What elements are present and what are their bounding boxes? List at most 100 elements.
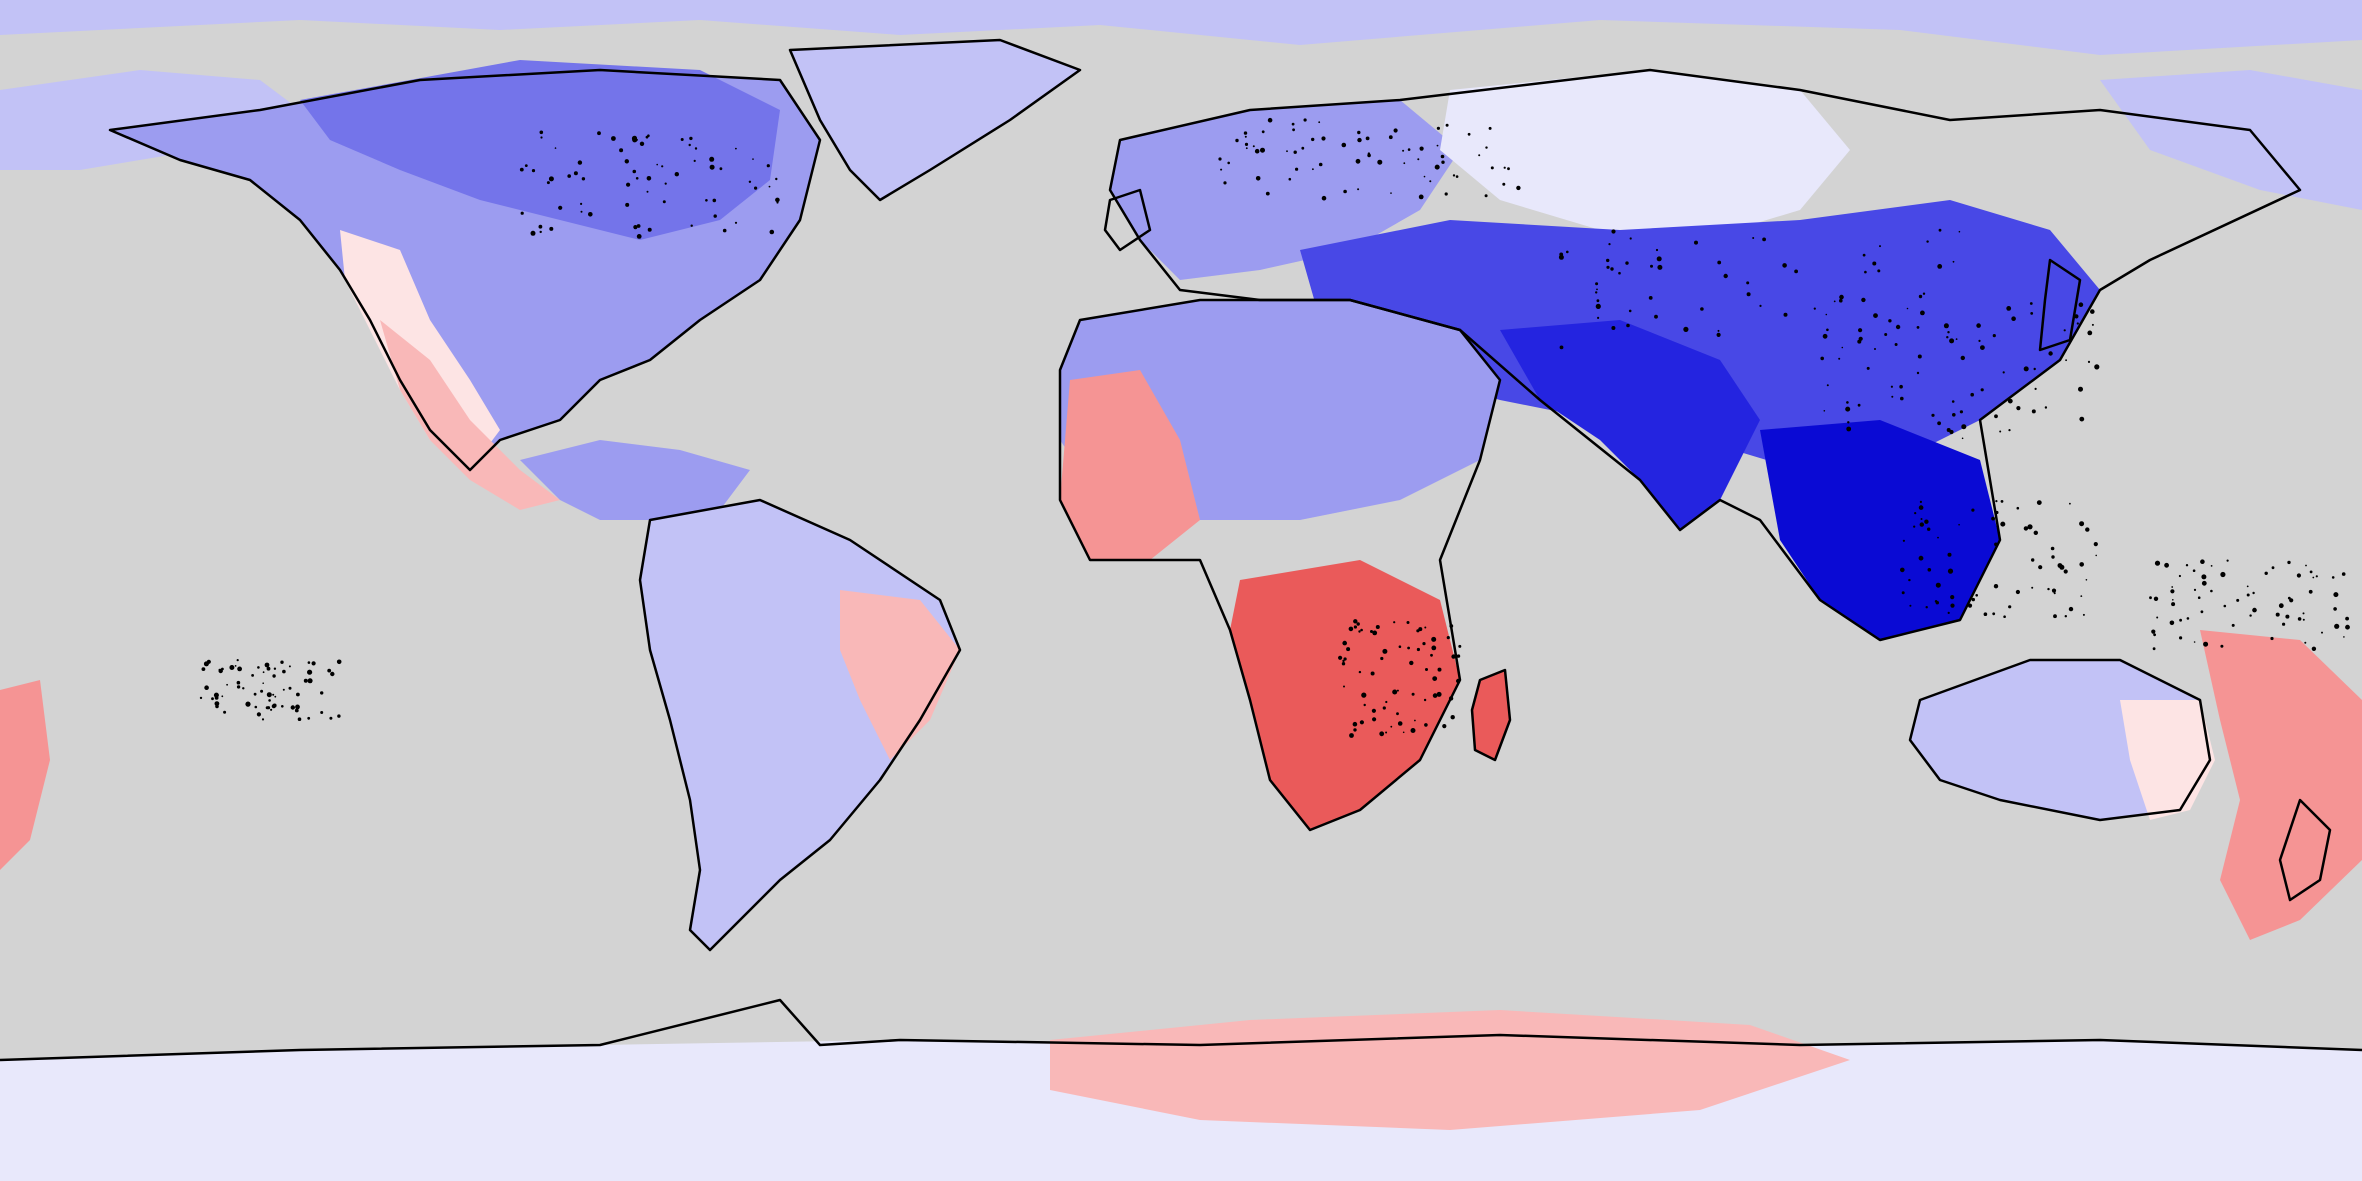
- island-dot: [262, 682, 265, 684]
- island-dot: [1370, 671, 1375, 676]
- island-dot: [1654, 314, 1658, 319]
- island-dot: [1783, 312, 1788, 317]
- island-dot: [1445, 123, 1449, 127]
- island-dot: [1891, 395, 1894, 398]
- island-dot: [307, 716, 311, 720]
- island-dot: [1418, 627, 1423, 632]
- island-dot: [1946, 428, 1951, 432]
- island-dot: [1260, 147, 1265, 153]
- island-dot: [1446, 636, 1450, 640]
- island-dot: [1902, 539, 1905, 542]
- island-dot: [294, 708, 299, 713]
- island-dot: [689, 136, 693, 141]
- island-dot: [2095, 554, 2097, 557]
- island-dot: [1558, 254, 1564, 260]
- island-dot: [2091, 323, 2094, 326]
- island-dot: [2003, 615, 2006, 618]
- island-dot: [635, 177, 639, 180]
- island-dot: [262, 671, 265, 674]
- island-dot: [1999, 430, 2002, 433]
- island-dot: [1611, 326, 1616, 330]
- island-dot: [1794, 269, 1798, 274]
- island-dot: [1926, 240, 1929, 243]
- island-dot: [694, 147, 698, 150]
- coastlines: [0, 38, 2362, 1062]
- island-dot: [1916, 326, 1920, 329]
- island-dot: [2016, 406, 2021, 411]
- island-dot: [2343, 636, 2345, 638]
- island-dot: [236, 685, 241, 689]
- island-dot: [1925, 606, 1928, 609]
- island-dot: [1456, 654, 1461, 658]
- island-dot: [288, 665, 291, 668]
- island-dot: [282, 669, 286, 674]
- island-dot: [1559, 345, 1564, 350]
- island-dot: [2246, 585, 2249, 588]
- island-dot: [2078, 386, 2083, 392]
- island-dot: [2169, 620, 2175, 626]
- island-dot: [274, 695, 277, 698]
- island-dot: [2278, 603, 2284, 609]
- island-dot: [1618, 271, 1621, 275]
- europe-land: [1110, 100, 1460, 280]
- island-dot: [1841, 346, 1844, 349]
- island-dot: [1267, 117, 1273, 123]
- island-dot: [538, 224, 543, 229]
- island-dot: [1839, 294, 1844, 300]
- island-dot: [1919, 522, 1925, 527]
- island-dot: [539, 230, 542, 234]
- island-dot: [2153, 633, 2157, 637]
- island-dot: [1254, 148, 1260, 154]
- island-dot: [1455, 175, 1459, 178]
- island-dot: [646, 190, 649, 193]
- island-dot: [1752, 237, 1755, 239]
- island-dot: [2156, 616, 2159, 619]
- island-dot: [1717, 329, 1720, 332]
- island-dot: [1950, 603, 1955, 608]
- island-dot: [2027, 524, 2033, 530]
- island-dot: [734, 221, 738, 224]
- island-dot: [1244, 142, 1249, 146]
- arctic-east-anomaly: [2100, 70, 2362, 210]
- island-dot: [1430, 653, 1433, 657]
- island-dot: [674, 172, 679, 177]
- island-dot: [1301, 146, 1305, 150]
- island-dot: [1994, 542, 1998, 547]
- island-dot: [1918, 505, 1924, 510]
- island-dot: [1650, 264, 1653, 268]
- island-dot: [2000, 500, 2004, 503]
- island-dot: [2090, 309, 2095, 314]
- island-dot: [1991, 516, 1995, 521]
- island-dot: [2171, 602, 2176, 607]
- island-dot: [1252, 145, 1255, 148]
- island-dot: [1245, 147, 1248, 150]
- island-dot: [2179, 618, 2183, 622]
- island-dot: [768, 185, 771, 188]
- island-dot: [748, 180, 752, 183]
- island-dot: [1458, 644, 1462, 648]
- island-dot: [2069, 502, 2071, 505]
- island-dot: [2015, 589, 2020, 595]
- island-dot: [1255, 176, 1261, 181]
- island-dot: [2053, 614, 2057, 619]
- island-dot: [2171, 586, 2174, 588]
- island-dot: [2076, 322, 2079, 325]
- island-dot: [1295, 167, 1299, 171]
- island-dot: [307, 661, 311, 664]
- island-dot: [2038, 565, 2043, 570]
- island-dot: [2016, 506, 2020, 510]
- island-dot: [1220, 168, 1223, 171]
- island-dot: [1958, 230, 1961, 233]
- island-dot: [1321, 195, 1327, 201]
- island-dot: [1960, 355, 1966, 361]
- island-dot: [1359, 720, 1364, 725]
- island-dot: [307, 678, 313, 684]
- greenland-land: [790, 40, 1080, 200]
- island-dot: [1899, 384, 1903, 389]
- island-dot: [2302, 612, 2305, 615]
- island-dot: [2087, 330, 2093, 336]
- island-dot: [1866, 366, 1870, 370]
- island-dot: [1363, 703, 1366, 707]
- island-dot: [754, 186, 758, 190]
- island-dot: [330, 671, 335, 677]
